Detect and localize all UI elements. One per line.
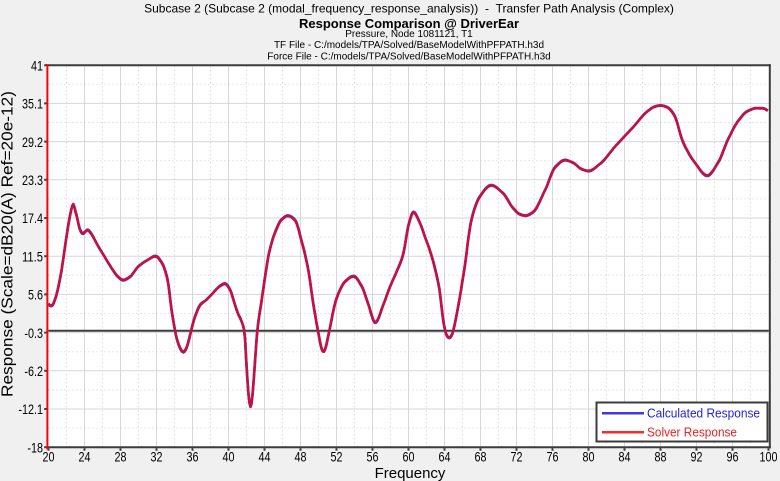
svg-text:41: 41: [31, 58, 43, 73]
svg-text:80: 80: [583, 449, 595, 464]
svg-text:-12.1: -12.1: [18, 402, 43, 417]
svg-text:56: 56: [367, 449, 379, 464]
svg-text:Solver Response: Solver Response: [647, 426, 737, 440]
svg-text:29.2: 29.2: [22, 135, 43, 150]
svg-text:23.3: 23.3: [22, 173, 43, 188]
svg-text:TF File - C:/models/TPA/Solved: TF File - C:/models/TPA/Solved/BaseModel…: [274, 40, 544, 51]
svg-text:28: 28: [115, 449, 127, 464]
svg-text:17.4: 17.4: [22, 211, 43, 226]
svg-text:Response Comparison @ DriverEa: Response Comparison @ DriverEar: [299, 16, 519, 31]
svg-text:100: 100: [760, 449, 778, 464]
svg-text:Frequency: Frequency: [375, 465, 446, 481]
svg-text:60: 60: [403, 449, 415, 464]
svg-text:88: 88: [655, 449, 667, 464]
svg-text:20: 20: [43, 449, 55, 464]
svg-text:-0.3: -0.3: [24, 326, 43, 341]
svg-text:36: 36: [187, 449, 199, 464]
svg-text:Response (Scale=dB20(A) Ref=20: Response (Scale=dB20(A) Ref=20e-12): [0, 91, 17, 397]
svg-text:72: 72: [511, 449, 523, 464]
svg-text:5.6: 5.6: [28, 288, 43, 303]
svg-text:24: 24: [79, 449, 91, 464]
svg-text:Subcase 2 (Subcase 2 (modal_fr: Subcase 2 (Subcase 2 (modal_frequency_re…: [144, 2, 674, 16]
svg-text:-18: -18: [27, 440, 43, 455]
svg-text:-6.2: -6.2: [24, 364, 43, 379]
svg-text:76: 76: [547, 449, 559, 464]
svg-text:92: 92: [691, 449, 703, 464]
svg-text:Force File - C:/models/TPA/Sol: Force File - C:/models/TPA/Solved/BaseMo…: [267, 51, 550, 62]
svg-text:Calculated Response: Calculated Response: [647, 407, 760, 421]
svg-text:Pressure, Node 1081121, T1: Pressure, Node 1081121, T1: [345, 29, 473, 40]
svg-text:52: 52: [331, 449, 343, 464]
svg-text:96: 96: [727, 449, 739, 464]
svg-text:44: 44: [259, 449, 271, 464]
svg-text:35.1: 35.1: [22, 97, 43, 112]
svg-text:64: 64: [439, 449, 451, 464]
svg-text:11.5: 11.5: [22, 249, 43, 264]
svg-text:32: 32: [151, 449, 163, 464]
svg-text:68: 68: [475, 449, 487, 464]
svg-text:40: 40: [223, 449, 235, 464]
svg-text:48: 48: [295, 449, 307, 464]
svg-text:84: 84: [619, 449, 631, 464]
